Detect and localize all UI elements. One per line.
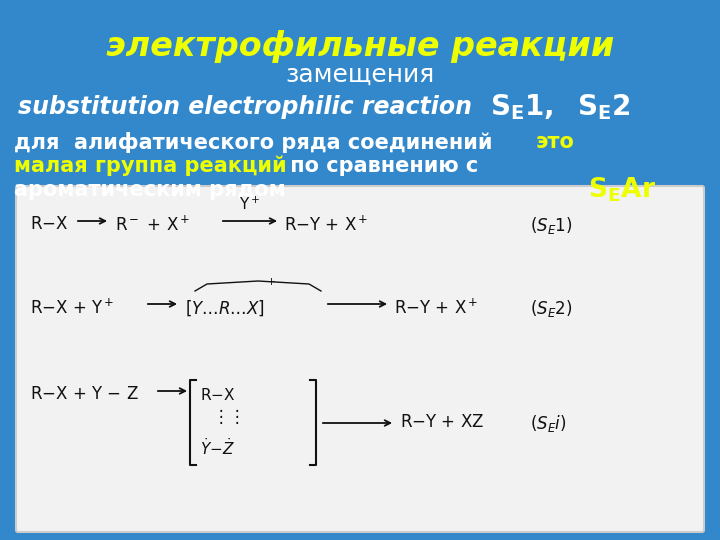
Text: $(S_E2)$: $(S_E2)$ (530, 298, 572, 319)
Text: R$-$X: R$-$X (30, 215, 68, 233)
Text: R$-$Y + X$^+$: R$-$Y + X$^+$ (394, 298, 479, 318)
Text: substitution electrophilic reaction: substitution electrophilic reaction (18, 95, 472, 119)
Text: по сравнению с: по сравнению с (283, 156, 478, 176)
Text: R$^-$ + X$^+$: R$^-$ + X$^+$ (115, 215, 190, 234)
Text: $\vdots$: $\vdots$ (228, 408, 240, 427)
Text: R$-$Y + XZ: R$-$Y + XZ (400, 413, 484, 431)
Text: ароматическим рядом: ароматическим рядом (14, 180, 286, 200)
Text: Y$^+$: Y$^+$ (239, 195, 261, 213)
Text: малая группа реакций: малая группа реакций (14, 156, 287, 177)
Text: $\mathbf{S_E}$$\mathbf{Ar}$: $\mathbf{S_E}$$\mathbf{Ar}$ (588, 176, 656, 205)
Text: замещения: замещения (285, 63, 435, 87)
Text: R$-$X + Y $-$ Z: R$-$X + Y $-$ Z (30, 385, 139, 403)
Text: $\vdots$: $\vdots$ (212, 408, 224, 427)
Text: $(S_E1)$: $(S_E1)$ (530, 215, 572, 236)
Text: R$-$X + Y$^+$: R$-$X + Y$^+$ (30, 298, 114, 318)
Text: R$-$Y + X$^+$: R$-$Y + X$^+$ (284, 215, 369, 234)
Text: электрофильные реакции: электрофильные реакции (106, 30, 614, 63)
Text: $(S_Ei)$: $(S_Ei)$ (530, 413, 567, 434)
Text: это: это (536, 132, 575, 152)
FancyBboxPatch shape (16, 186, 704, 532)
Text: для  алифатического ряда соединений: для алифатического ряда соединений (14, 132, 500, 153)
Text: $[Y{\ldots}R{\ldots}X]$: $[Y{\ldots}R{\ldots}X]$ (185, 298, 265, 318)
Text: $^+$: $^+$ (264, 277, 276, 292)
Text: R$-$X: R$-$X (200, 387, 235, 403)
Text: $\mathbf{S_E}$$\mathbf{1,\ \ S_E2}$: $\mathbf{S_E}$$\mathbf{1,\ \ S_E2}$ (490, 92, 631, 122)
Text: $\dot{Y}$$-$$\dot{Z}$: $\dot{Y}$$-$$\dot{Z}$ (200, 437, 235, 458)
